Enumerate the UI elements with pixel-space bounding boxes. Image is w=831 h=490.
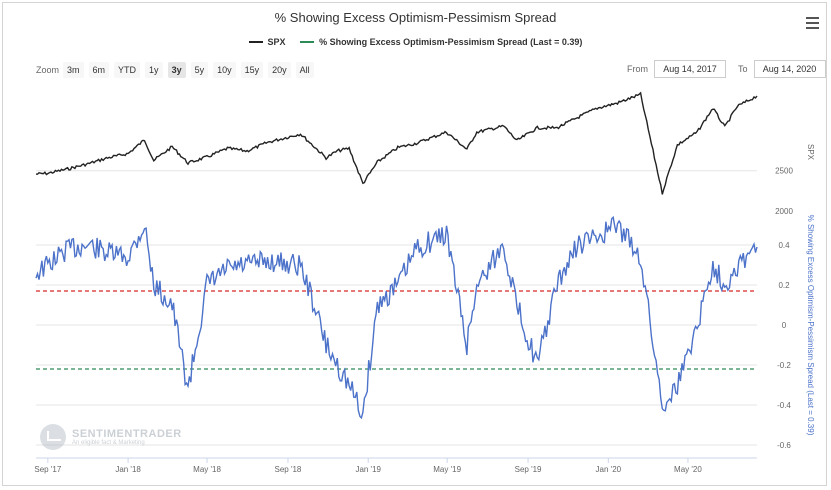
zoom-20y-button[interactable]: 20y (268, 62, 291, 78)
x-axis-ticks: Sep '17 Jan '18 May '18 Sep '18 Jan '19 May '… (34, 458, 702, 474)
zoom-10y-button[interactable]: 10y (213, 62, 236, 78)
x-tick-label: May '18 (193, 465, 221, 474)
spx-tick-label: 2500 (775, 167, 793, 176)
x-tick-label: Jan '18 (115, 465, 141, 474)
x-tick-label: Sep '18 (275, 465, 302, 474)
spread-tick-label: -0.2 (777, 361, 791, 370)
zoom-3y-button[interactable]: 3y (167, 62, 186, 78)
x-tick-label: Jan '20 (596, 465, 622, 474)
divider-tick-label: 2000 (775, 207, 793, 216)
legend: SPX % Showing Excess Optimism-Pessimism … (0, 35, 831, 47)
legend-item-spx[interactable]: SPX (248, 37, 286, 47)
y-axis-ticks: 2500 2000 0.4 0.2 0 -0.2 -0.4 -0.6 (775, 167, 793, 450)
zoom-15y-button[interactable]: 15y (240, 62, 264, 78)
sentimentrader-logo-icon (40, 424, 66, 450)
legend-label-spread: % Showing Excess Optimism-Pessimism Spre… (319, 37, 583, 47)
x-tick-label: Jan '19 (355, 465, 381, 474)
legend-swatch-spx (248, 41, 263, 43)
zoom-ytd-button[interactable]: YTD (114, 62, 141, 78)
zoom-bar: Zoom 3m 6m YTD 1y 3y 5y 10y 15y 20y All (36, 62, 319, 78)
x-tick-label: May '20 (674, 465, 702, 474)
date-range: From Aug 14, 2017 To Aug 14, 2020 (627, 60, 826, 78)
spread-tick-label: 0 (782, 321, 787, 330)
watermark: SENTIMENTRADER An eligible fact & Market… (40, 424, 182, 450)
zoom-all-button[interactable]: All (295, 62, 314, 78)
spx-axis-title: SPX (806, 144, 815, 161)
spread-axis-title: % Showing Excess Optimism-Pessimism Spre… (806, 215, 815, 436)
to-label: To (738, 64, 748, 74)
hamburger-menu-icon[interactable] (806, 17, 819, 32)
from-label: From (627, 64, 648, 74)
x-tick-label: Sep '17 (34, 465, 61, 474)
spread-tick-label: -0.4 (777, 401, 791, 410)
x-tick-label: May '19 (433, 465, 461, 474)
spread-tick-label: -0.6 (777, 441, 791, 450)
legend-item-spread[interactable]: % Showing Excess Optimism-Pessimism Spre… (300, 37, 582, 47)
to-date-input[interactable]: Aug 14, 2020 (753, 60, 826, 78)
spread-series-line (35, 215, 758, 420)
watermark-tagline: An eligible fact & Marketing (72, 440, 145, 446)
spread-tick-label: 0.4 (778, 241, 790, 250)
chart-title: % Showing Excess Optimism-Pessimism Spre… (274, 10, 557, 25)
zoom-1y-button[interactable]: 1y (145, 62, 163, 78)
zoom-6m-button[interactable]: 6m (88, 62, 110, 78)
spx-series-line (35, 91, 758, 195)
zoom-5y-button[interactable]: 5y (190, 62, 209, 78)
grid-lines (36, 170, 757, 446)
zoom-label: Zoom (36, 65, 60, 75)
legend-swatch-spread (300, 41, 315, 43)
from-date-input[interactable]: Aug 14, 2017 (654, 60, 726, 78)
watermark-name: SENTIMENTRADER (72, 428, 182, 440)
legend-label-spx: SPX (267, 37, 286, 47)
zoom-3m-button[interactable]: 3m (63, 62, 84, 78)
spread-tick-label: 0.2 (778, 281, 790, 290)
x-tick-label: Sep '19 (515, 465, 542, 474)
